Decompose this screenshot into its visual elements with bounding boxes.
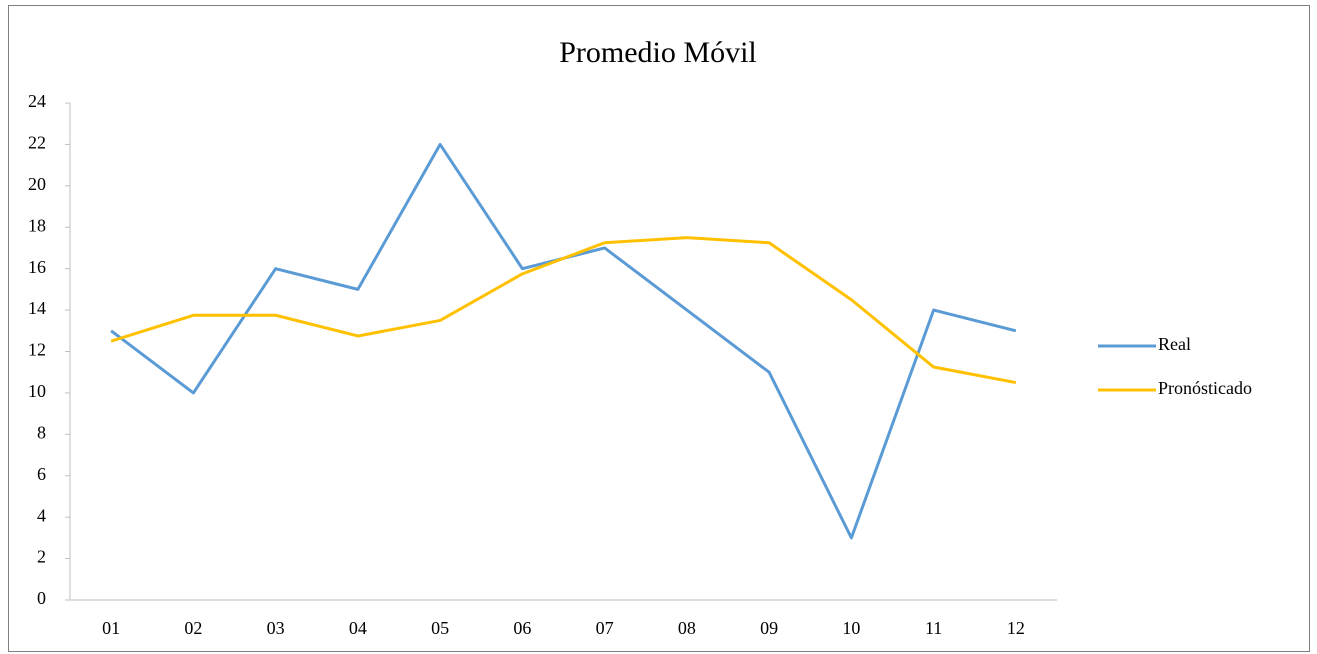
chart-title: Promedio Móvil xyxy=(559,36,757,69)
legend-label: Pronósticado xyxy=(1158,378,1252,398)
x-tick-label: 01 xyxy=(102,618,120,638)
x-tick-label: 05 xyxy=(431,618,449,638)
y-tick-label: 0 xyxy=(37,588,46,608)
y-tick-label: 4 xyxy=(37,505,46,525)
x-tick-label: 08 xyxy=(678,618,696,638)
x-tick-label: 09 xyxy=(760,618,778,638)
y-tick-label: 2 xyxy=(37,547,46,567)
y-tick-label: 20 xyxy=(28,174,46,194)
y-tick-label: 22 xyxy=(28,133,46,153)
y-tick-label: 16 xyxy=(28,257,46,277)
x-tick-label: 10 xyxy=(842,618,860,638)
y-tick-label: 12 xyxy=(28,340,46,360)
series-line xyxy=(110,236,1017,385)
y-tick-label: 6 xyxy=(37,464,46,484)
chart-border xyxy=(8,5,1310,652)
y-tick-label: 24 xyxy=(28,91,46,111)
y-tick-label: 8 xyxy=(37,422,46,442)
y-tick-label: 10 xyxy=(28,381,46,401)
x-tick-label: 02 xyxy=(184,618,202,638)
x-tick-label: 06 xyxy=(513,618,531,638)
x-tick-label: 07 xyxy=(596,618,614,638)
legend-label: Real xyxy=(1158,334,1191,354)
x-tick-label: 04 xyxy=(349,618,367,638)
x-tick-label: 12 xyxy=(1007,618,1025,638)
y-tick-label: 18 xyxy=(28,215,46,235)
x-tick-label: 03 xyxy=(267,618,285,638)
x-tick-label: 11 xyxy=(925,618,942,638)
y-tick-label: 14 xyxy=(28,298,46,318)
